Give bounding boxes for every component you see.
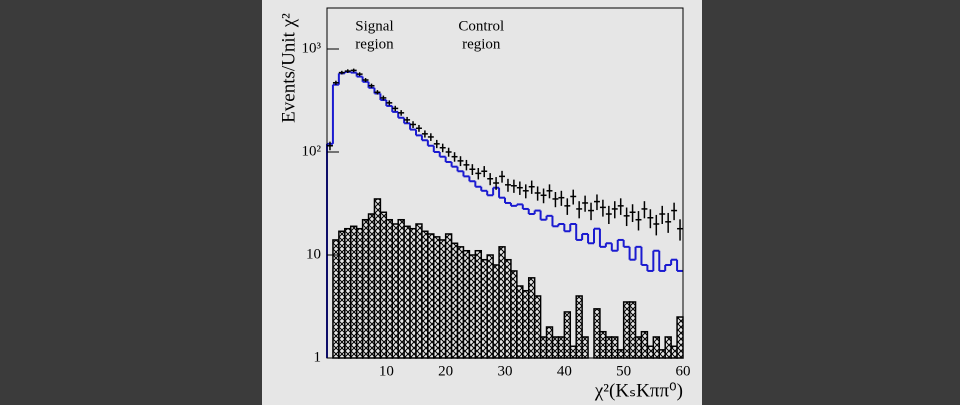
background-bar bbox=[522, 289, 530, 359]
background-bar bbox=[622, 301, 631, 359]
x-tick-label: 30 bbox=[498, 363, 513, 379]
background-bar bbox=[628, 301, 637, 359]
x-tick-label: 60 bbox=[676, 363, 691, 379]
background-bar bbox=[474, 249, 483, 359]
background-bar bbox=[379, 211, 388, 359]
background-bar bbox=[527, 277, 536, 359]
y-tick-label: 1 bbox=[314, 349, 322, 365]
background-bar bbox=[427, 233, 435, 359]
background-bar bbox=[516, 285, 524, 359]
background-bar bbox=[599, 330, 607, 359]
background-bar bbox=[676, 316, 684, 359]
annotation: Control bbox=[458, 18, 504, 34]
background-bar bbox=[658, 349, 666, 359]
background-bar bbox=[486, 254, 494, 359]
background-bar bbox=[533, 295, 542, 359]
background-bar bbox=[373, 198, 382, 359]
background-bar bbox=[551, 336, 560, 359]
background-bar bbox=[338, 230, 346, 359]
background-bar bbox=[415, 223, 423, 359]
background-bar bbox=[670, 345, 678, 359]
background-bar bbox=[409, 227, 417, 359]
background-bar bbox=[504, 258, 512, 359]
annotation: region bbox=[355, 36, 394, 52]
background-bar bbox=[581, 336, 589, 359]
background-bar bbox=[480, 258, 488, 359]
annotation: Signal bbox=[355, 18, 393, 34]
background-bar bbox=[397, 218, 405, 359]
x-axis-label: χ²(KₛKππ⁰) bbox=[594, 380, 683, 401]
background-bar bbox=[646, 345, 655, 359]
background-bar bbox=[611, 336, 619, 359]
background-bar bbox=[652, 336, 661, 359]
background-bar bbox=[563, 311, 572, 359]
background-bar bbox=[444, 233, 453, 359]
background-bar bbox=[539, 336, 548, 359]
background-bar bbox=[545, 326, 554, 359]
background-bar bbox=[575, 295, 583, 359]
background-bar bbox=[421, 230, 429, 359]
background-bar bbox=[367, 213, 376, 359]
background-bar bbox=[664, 336, 672, 359]
background-bar bbox=[349, 225, 358, 359]
y-axis-label: Events/Unit χ² bbox=[278, 13, 299, 123]
background-bar bbox=[640, 330, 649, 359]
annotation: region bbox=[462, 36, 501, 52]
background-bar bbox=[462, 249, 471, 359]
background-bar bbox=[456, 246, 465, 359]
background-bar bbox=[616, 349, 625, 359]
background-bar bbox=[605, 336, 613, 359]
background-bar bbox=[403, 225, 411, 359]
background-bar bbox=[385, 218, 394, 359]
background-bar bbox=[433, 236, 441, 359]
background-bar bbox=[344, 227, 352, 359]
x-tick-label: 20 bbox=[438, 363, 453, 379]
x-tick-label: 50 bbox=[616, 363, 631, 379]
background-bar bbox=[332, 239, 340, 359]
background-bar bbox=[498, 246, 506, 359]
background-bar bbox=[438, 239, 447, 359]
background-bar bbox=[634, 336, 643, 359]
background-bar bbox=[391, 223, 399, 359]
background-bar bbox=[510, 270, 518, 359]
y-tick-label: 10³ bbox=[302, 40, 322, 56]
background-bar bbox=[361, 218, 370, 359]
background-bar bbox=[569, 345, 577, 359]
background-bar bbox=[492, 264, 500, 359]
y-tick-label: 10² bbox=[302, 143, 322, 159]
x-tick-label: 40 bbox=[557, 363, 572, 379]
background-bar bbox=[450, 242, 459, 359]
x-tick-label: 10 bbox=[379, 363, 394, 379]
background-bar bbox=[355, 227, 364, 359]
y-tick-label: 10 bbox=[306, 246, 321, 262]
background-bar bbox=[468, 254, 477, 359]
background-bar bbox=[593, 308, 601, 359]
background-bar bbox=[557, 336, 566, 359]
